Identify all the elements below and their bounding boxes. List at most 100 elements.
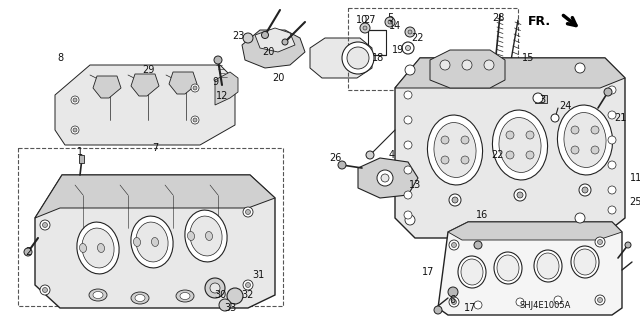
Ellipse shape bbox=[441, 136, 449, 144]
Circle shape bbox=[404, 141, 412, 149]
Circle shape bbox=[608, 111, 616, 119]
Ellipse shape bbox=[136, 222, 168, 262]
Text: 17: 17 bbox=[464, 303, 476, 313]
Polygon shape bbox=[35, 175, 275, 308]
Circle shape bbox=[338, 161, 346, 169]
Polygon shape bbox=[55, 65, 235, 145]
Ellipse shape bbox=[185, 210, 227, 262]
Circle shape bbox=[440, 60, 450, 70]
Ellipse shape bbox=[93, 292, 103, 299]
Circle shape bbox=[404, 116, 412, 124]
Text: 3: 3 bbox=[539, 95, 545, 105]
Circle shape bbox=[246, 283, 250, 287]
Text: 22: 22 bbox=[492, 150, 504, 160]
Circle shape bbox=[73, 128, 77, 132]
Polygon shape bbox=[215, 72, 238, 105]
Ellipse shape bbox=[180, 293, 190, 300]
Ellipse shape bbox=[190, 216, 222, 256]
Polygon shape bbox=[430, 50, 505, 88]
Circle shape bbox=[449, 297, 459, 307]
Text: 28: 28 bbox=[492, 13, 504, 23]
Circle shape bbox=[219, 299, 231, 311]
Circle shape bbox=[402, 42, 414, 54]
Text: 31: 31 bbox=[252, 270, 264, 280]
Ellipse shape bbox=[135, 294, 145, 301]
Circle shape bbox=[575, 213, 585, 223]
Ellipse shape bbox=[131, 216, 173, 268]
Circle shape bbox=[595, 295, 605, 305]
Circle shape bbox=[598, 240, 602, 244]
Ellipse shape bbox=[428, 115, 483, 185]
Circle shape bbox=[404, 211, 412, 219]
Ellipse shape bbox=[441, 156, 449, 164]
Ellipse shape bbox=[534, 250, 562, 282]
Circle shape bbox=[282, 39, 288, 45]
Circle shape bbox=[608, 161, 616, 169]
Circle shape bbox=[73, 98, 77, 102]
Circle shape bbox=[474, 301, 482, 309]
Bar bbox=[535, 95, 547, 103]
Text: 22: 22 bbox=[412, 33, 424, 43]
Circle shape bbox=[474, 241, 482, 249]
Ellipse shape bbox=[461, 136, 469, 144]
Text: 23: 23 bbox=[232, 31, 244, 41]
Circle shape bbox=[404, 191, 412, 199]
Ellipse shape bbox=[591, 146, 599, 154]
Circle shape bbox=[40, 285, 50, 295]
Text: 14: 14 bbox=[389, 21, 401, 31]
Text: 7: 7 bbox=[152, 143, 158, 153]
Text: 12: 12 bbox=[216, 91, 228, 101]
Ellipse shape bbox=[497, 255, 519, 281]
Circle shape bbox=[608, 206, 616, 214]
Text: 16: 16 bbox=[476, 210, 488, 220]
Circle shape bbox=[452, 197, 458, 203]
Circle shape bbox=[243, 280, 253, 290]
Circle shape bbox=[193, 86, 197, 90]
Text: 10: 10 bbox=[356, 15, 368, 25]
Circle shape bbox=[551, 114, 559, 122]
Bar bbox=[18, 148, 283, 306]
Circle shape bbox=[405, 27, 415, 37]
Circle shape bbox=[210, 283, 220, 293]
Text: 11: 11 bbox=[630, 173, 640, 183]
Circle shape bbox=[608, 86, 616, 94]
Polygon shape bbox=[310, 38, 372, 78]
Ellipse shape bbox=[506, 131, 514, 139]
Ellipse shape bbox=[82, 228, 114, 268]
Text: FR.: FR. bbox=[528, 15, 551, 28]
Polygon shape bbox=[255, 28, 295, 52]
Text: 4: 4 bbox=[389, 150, 395, 160]
Ellipse shape bbox=[499, 117, 541, 173]
Text: 20: 20 bbox=[272, 73, 284, 83]
Text: 15: 15 bbox=[522, 53, 534, 63]
Text: 24: 24 bbox=[559, 101, 571, 111]
Circle shape bbox=[604, 88, 612, 96]
Polygon shape bbox=[358, 158, 418, 198]
Circle shape bbox=[405, 65, 415, 75]
Ellipse shape bbox=[131, 292, 149, 304]
Circle shape bbox=[214, 56, 222, 64]
Circle shape bbox=[243, 207, 253, 217]
Circle shape bbox=[342, 42, 374, 74]
Circle shape bbox=[243, 33, 253, 43]
Circle shape bbox=[516, 298, 524, 306]
Ellipse shape bbox=[461, 259, 483, 285]
Ellipse shape bbox=[526, 151, 534, 159]
Ellipse shape bbox=[506, 151, 514, 159]
Text: 9: 9 bbox=[212, 77, 218, 87]
Text: 8: 8 bbox=[57, 53, 63, 63]
Ellipse shape bbox=[494, 252, 522, 284]
Circle shape bbox=[579, 184, 591, 196]
Circle shape bbox=[42, 287, 47, 293]
Circle shape bbox=[205, 278, 225, 298]
Circle shape bbox=[405, 215, 415, 225]
Text: 33: 33 bbox=[224, 303, 236, 313]
Text: 17: 17 bbox=[422, 267, 434, 277]
Text: 18: 18 bbox=[372, 53, 384, 63]
Ellipse shape bbox=[77, 222, 119, 274]
Circle shape bbox=[404, 166, 412, 174]
Circle shape bbox=[385, 17, 395, 27]
Ellipse shape bbox=[97, 243, 104, 252]
Ellipse shape bbox=[89, 289, 107, 301]
Ellipse shape bbox=[574, 249, 596, 275]
